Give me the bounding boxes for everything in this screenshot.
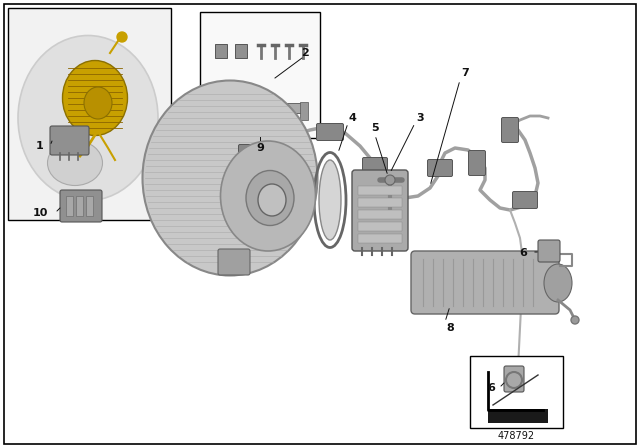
Text: 7: 7: [461, 68, 469, 78]
Bar: [358, 198, 402, 207]
Circle shape: [571, 316, 579, 324]
Text: 3: 3: [416, 113, 424, 123]
Circle shape: [385, 175, 395, 185]
Bar: [200, 12, 320, 138]
Bar: [86, 196, 93, 216]
Text: 6: 6: [487, 383, 495, 393]
Bar: [358, 234, 402, 243]
Bar: [8, 8, 171, 220]
Bar: [235, 44, 247, 58]
Bar: [358, 222, 402, 231]
FancyBboxPatch shape: [60, 190, 102, 222]
Ellipse shape: [47, 141, 102, 185]
Text: 10: 10: [32, 208, 48, 218]
FancyBboxPatch shape: [239, 145, 262, 161]
Text: 8: 8: [446, 323, 454, 333]
Bar: [470, 356, 563, 428]
FancyBboxPatch shape: [538, 240, 560, 262]
Ellipse shape: [319, 160, 341, 240]
Text: 478792: 478792: [497, 431, 534, 441]
FancyBboxPatch shape: [504, 366, 524, 392]
Ellipse shape: [63, 60, 127, 135]
Bar: [488, 409, 548, 423]
Ellipse shape: [258, 184, 286, 216]
Bar: [232, 90, 240, 120]
Circle shape: [117, 32, 127, 42]
Bar: [66, 196, 73, 216]
Bar: [207, 86, 221, 94]
FancyBboxPatch shape: [502, 117, 518, 142]
Ellipse shape: [18, 35, 158, 201]
FancyBboxPatch shape: [352, 170, 408, 251]
Text: 2: 2: [301, 48, 309, 58]
Text: 4: 4: [348, 113, 356, 123]
Bar: [358, 210, 402, 219]
Text: 5: 5: [371, 123, 379, 133]
FancyBboxPatch shape: [50, 126, 89, 155]
FancyBboxPatch shape: [317, 124, 344, 141]
FancyBboxPatch shape: [468, 151, 486, 176]
Bar: [229, 88, 243, 96]
FancyBboxPatch shape: [428, 159, 452, 177]
Text: 6: 6: [519, 248, 527, 258]
FancyBboxPatch shape: [411, 251, 559, 314]
Ellipse shape: [544, 264, 572, 302]
FancyBboxPatch shape: [513, 191, 538, 208]
FancyBboxPatch shape: [362, 158, 387, 175]
Bar: [215, 44, 227, 58]
Ellipse shape: [143, 81, 317, 276]
Ellipse shape: [221, 141, 316, 251]
FancyBboxPatch shape: [218, 249, 250, 275]
Text: 9: 9: [256, 143, 264, 153]
Bar: [300, 102, 308, 120]
Ellipse shape: [84, 87, 112, 119]
Bar: [358, 186, 402, 195]
Bar: [76, 196, 83, 216]
Bar: [210, 88, 218, 118]
Ellipse shape: [246, 171, 294, 225]
Bar: [260, 103, 305, 113]
Text: 1: 1: [36, 141, 44, 151]
